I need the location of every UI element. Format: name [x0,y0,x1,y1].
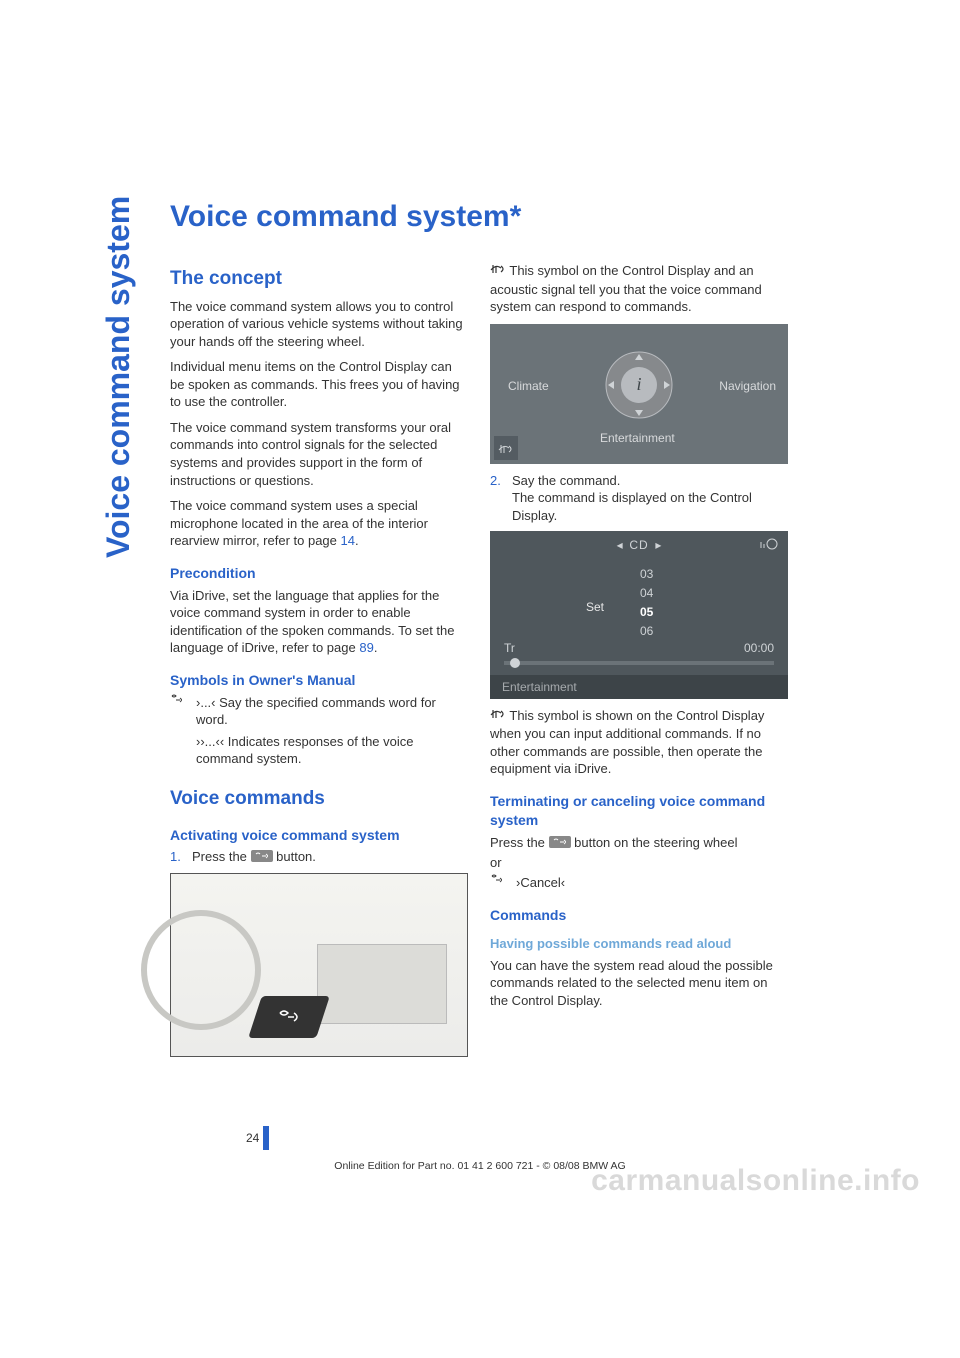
svg-text:i: i [636,374,641,394]
voice-button-highlight [248,996,330,1038]
text: . [355,533,359,548]
voice-status-icon [758,537,778,555]
watermark: carmanualsonline.info [591,1164,920,1198]
text: Press the [490,835,549,850]
track-item: 06 [640,622,653,641]
para: This symbol on the Control Display and a… [490,262,788,316]
idrive-entertainment-label: Entertainment [600,430,675,446]
idrive-navigation-label: Navigation [719,378,776,394]
text: This symbol is shown on the Control Disp… [490,708,764,777]
voice-display-icon [490,707,506,726]
para: Press the button on the steering wheel [490,834,788,852]
text: This symbol on the Control Display and a… [490,263,762,314]
page-content: Voice command system* The concept The vo… [170,200,790,1065]
step-number: 2. [490,472,512,525]
cd-tr-label: Tr [504,640,515,656]
voice-icon [490,874,516,893]
cd-arrow-left-icon: ◂ [617,538,623,552]
page-ref-link[interactable]: 89 [359,640,373,655]
figure-dashboard [170,873,468,1057]
sidebar-section-label: Voice command system [100,196,137,558]
step-text: Press the button. [192,848,468,866]
heading-concept: The concept [170,266,468,292]
figure-idrive-menu: i Climate Navigation Entertainment [490,324,788,464]
page-number-value: 24 [246,1131,259,1145]
para: This symbol is shown on the Control Disp… [490,707,788,778]
figure-cd-display: ◂ CD ▸ 03 04 05 06 Set Tr 00:00 Ent [490,531,788,699]
left-column: The concept The voice command system all… [170,262,468,1065]
voice-display-icon [490,262,506,281]
track-item: 04 [640,584,653,603]
para: The voice command system allows you to c… [170,298,468,351]
heading-symbols: Symbols in Owner's Manual [170,671,468,690]
para: or [490,854,788,872]
cd-arrow-right-icon: ▸ [655,538,661,552]
step-number: 1. [170,848,192,866]
cd-set-label: Set [586,599,604,615]
text: Press the [192,849,251,864]
voice-status-icon [494,436,518,460]
heading-voice-commands: Voice commands [170,786,468,812]
symbol-desc: ››...‹‹ Indicates responses of the voice… [196,733,468,768]
para: Via iDrive, set the language that applie… [170,587,468,657]
track-item-selected: 05 [640,603,653,622]
text: button on the steering wheel [571,835,738,850]
para: The voice command system transforms your… [170,419,468,489]
cd-category-label: Entertainment [490,675,788,699]
cd-time: 00:00 [744,640,774,656]
cd-label: CD [629,538,648,552]
heading-commands: Commands [490,906,788,925]
right-column: This symbol on the Control Display and a… [490,262,788,1065]
page-ref-link[interactable]: 14 [341,533,355,548]
para: You can have the system read aloud the p… [490,957,788,1010]
step-text: Say the command. The command is displaye… [512,472,788,525]
page-number: 24 [246,1126,269,1150]
voice-button-icon [549,835,571,853]
heading-precondition: Precondition [170,564,468,583]
page-title: Voice command system* [170,200,790,234]
voice-icon [170,694,196,729]
idrive-climate-label: Climate [508,378,549,394]
symbol-desc: ›...‹ Say the specified commands word fo… [196,694,468,729]
heading-activating: Activating voice command system [170,826,468,845]
heading-having-read: Having possible commands read aloud [490,935,788,953]
voice-button-icon [251,849,273,867]
text: . [374,640,378,655]
text: The voice command system uses a special … [170,498,428,548]
text: Via iDrive, set the language that applie… [170,588,454,656]
track-item: 03 [640,565,653,584]
heading-terminating: Terminating or canceling voice command s… [490,792,788,830]
text: button. [273,849,316,864]
para: Individual menu items on the Control Dis… [170,358,468,411]
voice-command-text: ›Cancel‹ [516,874,788,893]
para: The voice command system uses a special … [170,497,468,550]
